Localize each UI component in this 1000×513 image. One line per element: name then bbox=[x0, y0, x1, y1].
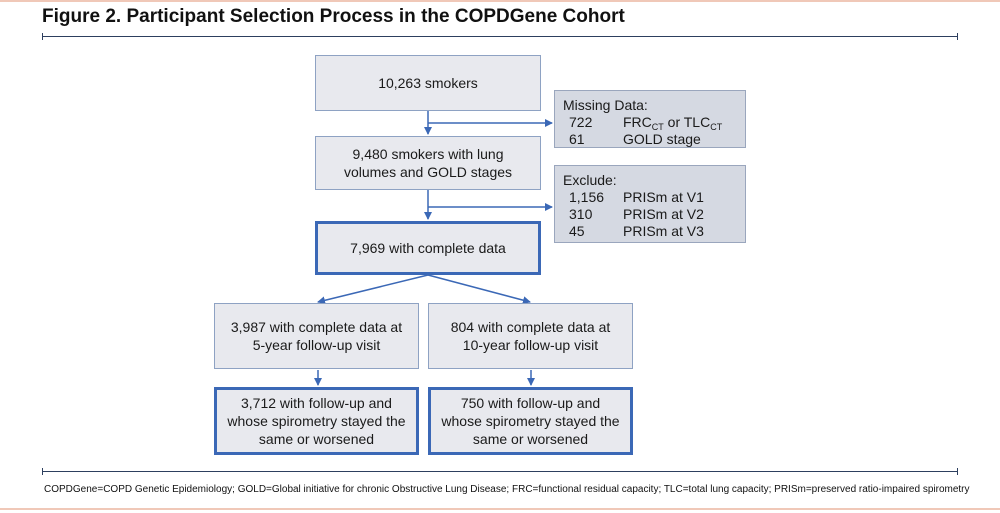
frame-top-line bbox=[0, 0, 1000, 2]
arrow-complete-to-5yr bbox=[317, 274, 429, 305]
box-ten-year: 804 with complete data at 10-year follow… bbox=[428, 303, 633, 369]
exclude-header: Exclude: bbox=[563, 172, 617, 188]
exclude-count-v2: 310 bbox=[569, 206, 593, 222]
footnote: COPDGene=COPD Genetic Epidemiology; GOLD… bbox=[44, 484, 970, 495]
figure-title: Figure 2. Participant Selection Process … bbox=[42, 6, 625, 27]
missing-row-frc-tlc: 722 FRCCT or TLCCT bbox=[563, 114, 723, 132]
box-exclude: Exclude: 1,156 PRISm at V1 310 PRISm at … bbox=[554, 165, 746, 243]
box-five-year-text: 3,987 with complete data at 5-year follo… bbox=[230, 319, 403, 353]
missing-count-frc-tlc: 722 bbox=[569, 114, 593, 130]
box-complete-data-text: 7,969 with complete data bbox=[350, 240, 506, 256]
box-ten-year-text: 804 with complete data at 10-year follow… bbox=[450, 319, 611, 353]
missing-header: Missing Data: bbox=[563, 97, 648, 113]
exclude-label-v3: PRISm at V3 bbox=[623, 223, 704, 239]
exclude-label-v2: PRISm at V2 bbox=[623, 206, 704, 222]
exclude-count-v1: 1,156 bbox=[569, 189, 605, 205]
exclude-count-v3: 45 bbox=[569, 223, 585, 239]
box-complete-data: 7,969 with complete data bbox=[315, 221, 541, 275]
missing-label-frc-tlc: FRCCT or TLCCT bbox=[623, 114, 723, 132]
box-five-year: 3,987 with complete data at 5-year follo… bbox=[214, 303, 419, 369]
missing-count-gold: 61 bbox=[569, 131, 585, 147]
title-rule bbox=[42, 33, 958, 40]
box-ten-year-final: 750 with follow-up and whose spirometry … bbox=[428, 387, 633, 455]
exclude-row-v2: 310 PRISm at V2 bbox=[563, 206, 704, 223]
exclude-row-v1: 1,156 PRISm at V1 bbox=[563, 189, 704, 206]
box-five-year-final: 3,712 with follow-up and whose spirometr… bbox=[214, 387, 419, 455]
box-smokers: 10,263 smokers bbox=[315, 55, 541, 111]
frame-bottom-line bbox=[0, 508, 1000, 510]
box-five-year-final-text: 3,712 with follow-up and whose spirometr… bbox=[227, 395, 406, 447]
box-missing-data: Missing Data: 722 FRCCT or TLCCT 61 GOLD… bbox=[554, 90, 746, 148]
missing-row-gold: 61 GOLD stage bbox=[563, 131, 701, 148]
box-lung-volumes: 9,480 smokers with lung volumes and GOLD… bbox=[315, 136, 541, 190]
missing-label-gold: GOLD stage bbox=[623, 131, 701, 147]
box-ten-year-final-text: 750 with follow-up and whose spirometry … bbox=[441, 395, 620, 447]
box-smokers-text: 10,263 smokers bbox=[378, 75, 478, 91]
exclude-row-v3: 45 PRISm at V3 bbox=[563, 223, 704, 240]
exclude-label-v1: PRISm at V1 bbox=[623, 189, 704, 205]
arrow-complete-to-10yr bbox=[427, 274, 531, 305]
footnote-rule bbox=[42, 468, 958, 475]
box-lung-volumes-text: 9,480 smokers with lung volumes and GOLD… bbox=[343, 146, 513, 180]
